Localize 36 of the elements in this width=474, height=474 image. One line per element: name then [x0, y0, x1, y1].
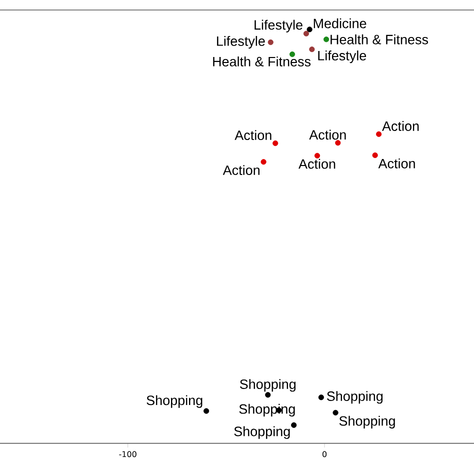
point	[318, 394, 324, 400]
point	[376, 131, 382, 137]
text: Lifestyle	[217, 36, 265, 49]
point	[260, 159, 266, 165]
text: Action	[298, 158, 336, 169]
point	[323, 36, 330, 42]
point	[372, 152, 378, 158]
point	[309, 46, 315, 52]
text: Shopping	[146, 395, 202, 408]
text: Action	[234, 130, 272, 140]
series-label: Shopping	[234, 426, 290, 439]
x-tick-label: 0	[322, 451, 327, 458]
point	[306, 26, 312, 32]
series-label: Action	[378, 158, 415, 168]
point	[303, 30, 310, 36]
text: Action	[222, 165, 260, 175]
point	[268, 39, 274, 46]
text: Shopping	[240, 379, 296, 392]
text: Action	[382, 121, 419, 131]
text: Action	[309, 130, 346, 140]
text: Lifestyle	[318, 50, 366, 64]
series-label: Lifestyle	[254, 20, 302, 32]
x-tick-label: -100	[119, 451, 136, 458]
series-label: Medicine	[314, 18, 366, 28]
text: Shopping	[326, 391, 383, 404]
text: Health & Fitness	[213, 56, 311, 66]
point	[291, 422, 297, 428]
point	[272, 140, 278, 146]
series-label: Health & Fitness	[330, 34, 428, 44]
point	[332, 410, 338, 416]
point	[265, 392, 271, 398]
point	[314, 152, 320, 158]
text: Shopping	[339, 416, 395, 428]
point	[335, 140, 341, 146]
text: Shopping	[239, 404, 295, 416]
point	[204, 408, 210, 414]
